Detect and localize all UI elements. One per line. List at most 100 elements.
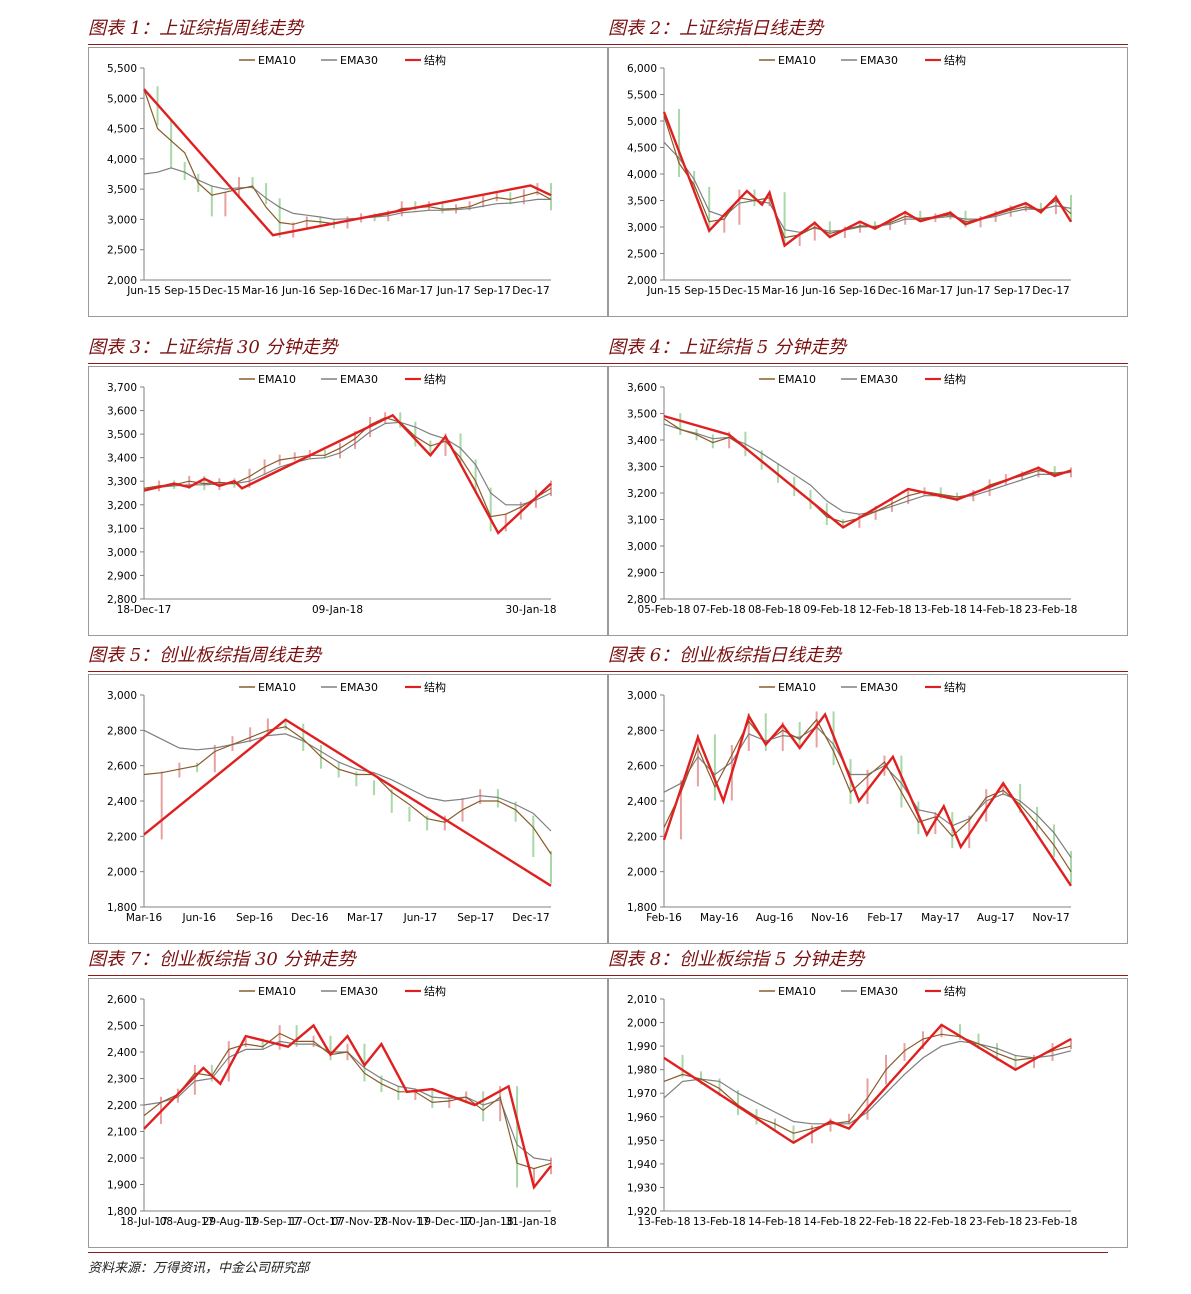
x-tick-label: Sep-17: [474, 285, 511, 297]
chart-panel-8: 图表 8：创业板综指 5 分钟走势 1,920 1,930 1,940 1,950 1,9…: [608, 945, 1128, 1248]
y-tick-label: 3,500: [107, 184, 137, 196]
y-tick-label: 4,500: [627, 143, 657, 155]
y-tick-label: 3,100: [627, 515, 657, 527]
legend-label: 结构: [944, 372, 966, 386]
x-tick-label: Dec-16: [291, 912, 329, 924]
x-tick-label: Sep-16: [319, 285, 356, 297]
legend-item-structure: 结构: [925, 680, 966, 694]
chart-title: 图表 7：创业板综指 30 分钟走势: [88, 945, 608, 976]
x-tick-label: 28-Nov-17: [375, 1216, 430, 1228]
chart-frame: 1,800 2,000 2,200 2,400 2,600 2,800 3,000 Mar-1…: [88, 674, 608, 944]
structure-line: [143, 88, 552, 237]
x-tick-label: Mar-16: [242, 285, 279, 297]
y-tick-label: 2,200: [627, 831, 657, 843]
x-tick-label: Dec-17: [512, 285, 549, 297]
y-tick-label: 2,000: [627, 275, 657, 287]
legend-item-ema30: EMA30: [321, 373, 378, 386]
y-tick-label: 5,500: [627, 90, 657, 102]
chart-frame: 1,920 1,930 1,940 1,950 1,960 1,970 1,980 1,990…: [608, 978, 1128, 1248]
chart-panel-4: 图表 4：上证综指 5 分钟走势 2,800 2,900 3,000 3,100 3,20…: [608, 333, 1128, 636]
x-tick-label: Mar-16: [762, 285, 799, 297]
y-tick-label: 2,000: [627, 1018, 657, 1030]
y-tick-label: 5,000: [107, 93, 137, 105]
x-tick-label: May-17: [921, 912, 960, 924]
legend-item-ema10: EMA10: [239, 373, 296, 386]
y-tick-label: 3,300: [627, 462, 657, 474]
legend-item-ema10: EMA10: [239, 54, 296, 67]
y-tick-label: 5,000: [627, 116, 657, 128]
x-tick-label: Feb-16: [646, 912, 682, 924]
y-tick-label: 2,900: [107, 570, 137, 582]
legend-item-ema10: EMA10: [759, 681, 816, 694]
x-tick-label: 12-Feb-18: [859, 604, 912, 616]
x-tick-label: May-16: [700, 912, 739, 924]
y-tick-label: 2,400: [107, 1047, 137, 1059]
legend-item-ema30: EMA30: [841, 985, 898, 998]
legend-label: EMA30: [860, 373, 898, 386]
y-tick-label: 4,000: [107, 154, 137, 166]
legend-label: EMA30: [340, 373, 378, 386]
ema30-line: [143, 421, 552, 506]
y-tick-label: 3,500: [627, 196, 657, 208]
legend-label: EMA10: [778, 681, 816, 694]
y-tick-label: 2,000: [107, 275, 137, 287]
ema30-line: [663, 726, 1072, 858]
legend-label: EMA10: [778, 54, 816, 67]
structure-line: [143, 1023, 552, 1190]
chart-frame: 2,000 2,500 3,000 3,500 4,000 4,500 5,000 5,500…: [88, 47, 608, 317]
x-tick-label: Jun-17: [403, 912, 438, 924]
x-tick-label: Dec-16: [357, 285, 395, 297]
x-tick-label: 22-Feb-18: [859, 1216, 912, 1228]
ema10-line: [663, 1033, 1072, 1134]
legend-label: EMA10: [258, 681, 296, 694]
x-tick-label: Sep-15: [164, 285, 201, 297]
y-tick-label: 2,900: [627, 568, 657, 580]
legend-item-structure: 结构: [405, 372, 446, 386]
x-tick-label: Sep-17: [457, 912, 494, 924]
chart-panel-1: 图表 1：上证综指周线走势 2,000 2,500 3,000 3,500 4,000 4,…: [88, 14, 608, 317]
chart-title: 图表 4：上证综指 5 分钟走势: [608, 333, 1128, 364]
structure-line: [663, 1023, 1072, 1145]
x-tick-label: Sep-17: [994, 285, 1031, 297]
y-tick-label: 2,010: [627, 994, 657, 1006]
chart-svg: 2,000 2,500 3,000 3,500 4,000 4,500 5,000 5,500…: [107, 53, 552, 297]
legend-item-structure: 结构: [405, 984, 446, 998]
legend-label: EMA10: [258, 985, 296, 998]
legend-item-ema30: EMA30: [321, 54, 378, 67]
chart-frame: 2,000 2,500 3,000 3,500 4,000 4,500 5,000 5,500…: [608, 47, 1128, 317]
y-tick-label: 3,000: [107, 690, 137, 702]
x-tick-label: 18-Jul-17: [120, 1216, 168, 1228]
legend-item-ema10: EMA10: [759, 54, 816, 67]
x-tick-label: 07-Nov-17: [332, 1216, 387, 1228]
x-tick-label: Jun-17: [956, 285, 991, 297]
legend-label: EMA30: [860, 985, 898, 998]
chart-title: 图表 2：上证综指日线走势: [608, 14, 1128, 45]
x-tick-label: Mar-17: [347, 912, 383, 924]
chart-title: 图表 8：创业板综指 5 分钟走势: [608, 945, 1128, 976]
y-tick-label: 2,600: [107, 761, 137, 773]
source-text: 资料来源：万得资讯，中金公司研究部: [88, 1261, 310, 1276]
y-tick-label: 3,600: [627, 382, 657, 394]
x-tick-label: 30-Jan-18: [505, 604, 556, 616]
legend-item-structure: 结构: [405, 53, 446, 67]
y-tick-label: 1,800: [627, 902, 657, 914]
legend-item-ema30: EMA30: [321, 985, 378, 998]
y-tick-label: 1,930: [627, 1182, 657, 1194]
ema30-line: [663, 423, 1072, 515]
legend-label: EMA10: [258, 373, 296, 386]
x-tick-label: 13-Feb-18: [638, 1216, 691, 1228]
x-tick-label: Feb-17: [867, 912, 903, 924]
legend-label: EMA10: [258, 54, 296, 67]
chart-panel-3: 图表 3：上证综指 30 分钟走势 2,800 2,900 3,000 3,100 3,2…: [88, 333, 608, 636]
y-tick-label: 2,200: [107, 831, 137, 843]
y-tick-label: 3,300: [107, 476, 137, 488]
legend-label: EMA10: [778, 985, 816, 998]
legend-item-ema10: EMA10: [759, 985, 816, 998]
x-tick-label: Nov-17: [1032, 912, 1069, 924]
legend-item-structure: 结构: [925, 372, 966, 386]
y-tick-label: 1,940: [627, 1159, 657, 1171]
chart-panel-6: 图表 6：创业板综指日线走势 1,800 2,000 2,200 2,400 2,600 2…: [608, 641, 1128, 944]
chart-frame: 1,800 2,000 2,200 2,400 2,600 2,800 3,000 Feb-1…: [608, 674, 1128, 944]
x-tick-label: Jun-16: [182, 912, 217, 924]
y-tick-label: 2,000: [107, 867, 137, 879]
